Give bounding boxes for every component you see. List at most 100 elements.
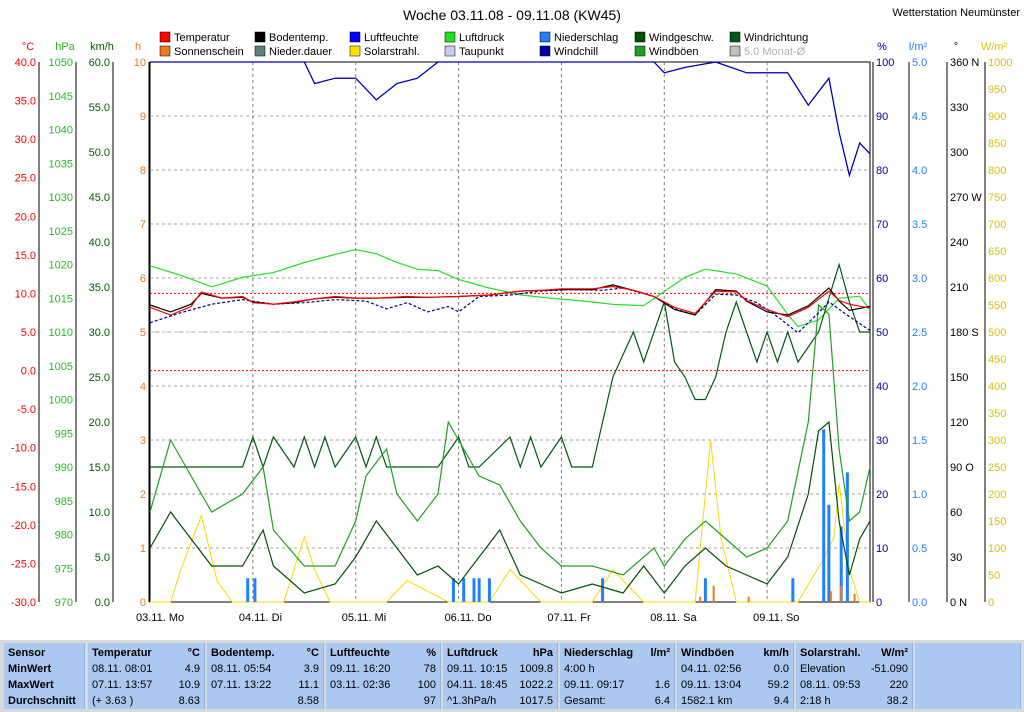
- stats-min-time: 08.11. 08:01: [92, 663, 153, 675]
- legend-swatch: [159, 31, 171, 43]
- x-tick-label: 06.11. Do: [445, 612, 492, 624]
- series-windben: [149, 303, 871, 576]
- y-tick-label-pressure: 1050: [49, 57, 73, 69]
- y-tick-label-solar: 400: [988, 381, 1006, 393]
- legend-label: Taupunkt: [459, 46, 504, 58]
- stats-unit: %: [426, 647, 436, 659]
- legend-label: Nieder.dauer: [269, 46, 332, 58]
- weather-chart: Woche 03.11.08 - 09.11.08 (KW45) Wetters…: [11, 7, 1020, 624]
- y-tick-label-rain: 2.5: [912, 327, 927, 339]
- plot-area: [149, 61, 871, 603]
- y-tick-label-solar: 200: [988, 489, 1006, 501]
- y-tick-label-solar: 600: [988, 273, 1006, 285]
- y-tick-label-pressure: 1010: [49, 327, 73, 339]
- bar-rain: [703, 578, 707, 602]
- legend-label: 5.0 Monat-Ø: [744, 46, 806, 58]
- stats-avg-note: (+ 3.63 ): [92, 695, 134, 707]
- y-tick-label-solar: 100: [988, 543, 1006, 555]
- y-tick-label-temp: -15.0: [11, 481, 36, 493]
- stats-panel: Sensor MinWert MaxWert Durchschnitt Temp…: [0, 640, 1024, 712]
- y-tick-label-wind: 50.0: [89, 147, 110, 159]
- series-windchill: [150, 61, 871, 178]
- axis-unit-rain: l/m²: [909, 41, 928, 53]
- stats-min-value: -51.090: [870, 663, 908, 675]
- y-tick-label-rain: 1.5: [912, 435, 927, 447]
- bar-rain: [462, 578, 466, 602]
- y-tick-label-rain: 4.5: [912, 111, 927, 123]
- y-tick-label-solar: 700: [988, 219, 1006, 231]
- legend-label: Luftdruck: [459, 32, 505, 44]
- series-temperatur: [149, 285, 871, 318]
- y-tick-label-rain: 5.0: [912, 57, 927, 69]
- y-tick-label-wind: 60.0: [89, 57, 110, 69]
- y-tick-label-pressure: 1035: [49, 158, 73, 170]
- y-tick-label-solar: 450: [988, 354, 1006, 366]
- y-tick-label-solar: 350: [988, 408, 1006, 420]
- y-tick-label-pressure: 995: [55, 428, 73, 440]
- y-tick-label-pressure: 1040: [49, 125, 73, 137]
- stats-max-value: 11.1: [298, 679, 319, 691]
- axis-unit-humidity: %: [877, 41, 887, 53]
- y-tick-label-direction: 180 S: [950, 327, 979, 339]
- y-tick-label-hours: 6: [140, 273, 146, 285]
- stats-max-time: 09.11. 09:17: [564, 679, 625, 691]
- y-tick-label-wind: 10.0: [89, 507, 110, 519]
- legend-swatch: [254, 31, 266, 43]
- stats-title: Niederschlag: [564, 647, 634, 659]
- stats-title: Bodentemp.: [211, 647, 275, 659]
- stats-sensor-title: Sensor: [8, 647, 46, 659]
- y-tick-label-temp: -5.0: [17, 404, 36, 416]
- legend-swatch: [539, 31, 551, 43]
- legend-label: Temperatur: [174, 32, 230, 44]
- y-tick-label-wind: 20.0: [89, 417, 110, 429]
- y-tick-label-pressure: 985: [55, 496, 73, 508]
- y-tick-label-rain: 2.0: [912, 381, 927, 393]
- stats-min-time: 09.11. 16:20: [330, 663, 391, 675]
- y-tick-label-pressure: 990: [55, 462, 73, 474]
- stats-title: Solarstrahl.: [800, 647, 861, 659]
- y-tick-label-solar: 500: [988, 327, 1006, 339]
- y-tick-label-hours: 10: [134, 57, 146, 69]
- y-tick-label-wind: 40.0: [89, 237, 110, 249]
- legend-swatch: [349, 31, 361, 43]
- legend-swatch: [254, 45, 266, 57]
- y-tick-label-wind: 45.0: [89, 192, 110, 204]
- y-tick-label-humidity: 40: [876, 381, 888, 393]
- station-name: Wetterstation Neumünster: [892, 7, 1020, 19]
- y-tick-label-direction: 0 N: [950, 597, 967, 609]
- stats-min-value: 1009.8: [519, 663, 553, 675]
- x-tick-label: 04.11. Di: [239, 612, 282, 624]
- y-tick-label-humidity: 30: [876, 435, 888, 447]
- y-tick-label-rain: 0.0: [912, 597, 927, 609]
- y-tick-label-hours: 3: [140, 435, 146, 447]
- stats-col-empty: [915, 643, 1021, 709]
- y-tick-label-wind: 5.0: [95, 552, 110, 564]
- chart-title: Woche 03.11.08 - 09.11.08 (KW45): [403, 7, 621, 23]
- series-windrichtung: [150, 262, 870, 469]
- y-tick-label-solar: 550: [988, 300, 1006, 312]
- stats-max-time: 03.11. 02:36: [330, 679, 391, 691]
- stats-avg-note: Gesamt:: [564, 695, 606, 707]
- stats-col-windboeen: Windböen km/h 04.11. 02:56 0.0 09.11. 13:0…: [677, 643, 794, 709]
- y-tick-label-pressure: 970: [55, 597, 73, 609]
- y-tick-label-temp: -30.0: [11, 597, 36, 609]
- y-tick-label-hours: 5: [140, 327, 146, 339]
- x-tick-label: 08.11. Sa: [650, 612, 697, 624]
- stats-max-time: 08.11. 09:53: [800, 679, 861, 691]
- y-tick-label-direction: 330: [950, 102, 968, 114]
- stats-title: Windböen: [681, 647, 735, 659]
- stats-min-time: 08.11. 05:54: [211, 663, 272, 675]
- bar-sunshine: [699, 596, 702, 602]
- y-tick-label-solar: 850: [988, 138, 1006, 150]
- y-tick-label-direction: 300: [950, 147, 968, 159]
- legend-swatch: [444, 31, 456, 43]
- y-tick-label-solar: 950: [988, 84, 1006, 96]
- y-tick-label-direction: 30: [950, 552, 962, 564]
- legend-label: Windgeschw.: [649, 32, 714, 44]
- y-tick-label-rain: 4.0: [912, 165, 927, 177]
- legend-swatch: [444, 45, 456, 57]
- legend-swatch: [729, 45, 741, 57]
- y-tick-label-temp: 5.0: [21, 327, 36, 339]
- stats-col-niederschlag: Niederschlag l/m² 4:00 h 09.11. 09:17 1.6 …: [560, 643, 675, 709]
- stats-min-value: 78: [423, 663, 436, 675]
